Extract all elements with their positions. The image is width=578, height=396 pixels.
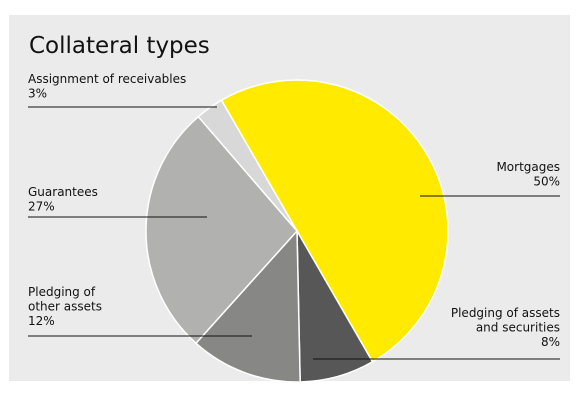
slice-value-pledging-of-assets-and-securities: 8% xyxy=(541,335,560,349)
slice-label-pledging-of-assets-and-securities: and securities xyxy=(476,321,560,335)
chart-title: Collateral types xyxy=(29,33,210,59)
slice-label-pledging-of-other-assets: other assets xyxy=(28,300,102,314)
pie-slice-pledging-of-other-assets xyxy=(194,229,301,383)
slice-label-pledging-of-assets-and-securities: Pledging of assets xyxy=(451,306,560,320)
slice-label-assignment-of-receivables: Assignment of receivables xyxy=(28,72,186,86)
slice-value-mortgages: 50% xyxy=(533,175,560,189)
pie-slice-mortgages xyxy=(220,79,449,363)
slice-label-guarantees: Guarantees xyxy=(28,185,98,199)
pie-slices xyxy=(145,79,449,383)
slice-value-guarantees: 27% xyxy=(28,200,55,214)
slice-value-pledging-of-other-assets: 12% xyxy=(28,314,55,328)
pie-slice-guarantees xyxy=(145,115,298,345)
slice-value-assignment-of-receivables: 3% xyxy=(28,87,47,101)
slice-label-pledging-of-other-assets: Pledging of xyxy=(28,285,96,299)
slice-label-mortgages: Mortgages xyxy=(496,160,560,174)
pie-slice-assignment-of-receivables xyxy=(197,99,298,232)
